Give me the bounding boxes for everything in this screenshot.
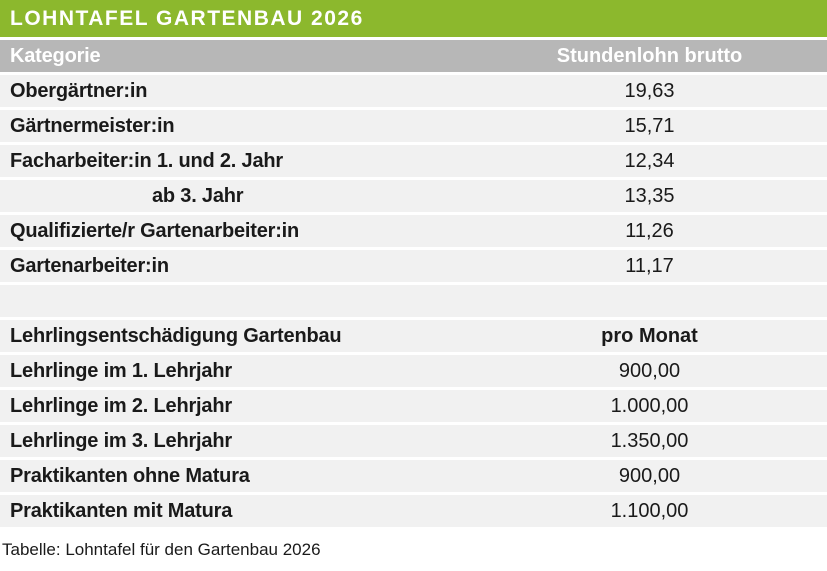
row-value: 900,00 bbox=[618, 464, 681, 487]
table-caption: Tabelle: Lohntafel für den Gartenbau 202… bbox=[2, 540, 321, 559]
row-label: Lehrlinge im 2. Lehrjahr bbox=[10, 394, 232, 417]
column-header-value: Stundenlohn brutto bbox=[556, 44, 743, 67]
row-label: Praktikanten ohne Matura bbox=[10, 464, 250, 487]
table-row-indented: ab 3. Jahr 13,35 bbox=[0, 180, 827, 212]
row-label: Praktikanten mit Matura bbox=[10, 499, 233, 522]
row-value: 11,26 bbox=[625, 219, 674, 242]
table-row: Qualifizierte/r Gartenarbeiter:in 11,26 bbox=[0, 215, 827, 247]
column-header-category: Kategorie bbox=[10, 44, 101, 67]
row-label: Obergärtner:in bbox=[10, 79, 148, 102]
row-value: 1.350,00 bbox=[610, 429, 689, 452]
row-value: 1.100,00 bbox=[610, 499, 689, 522]
row-value: 13,35 bbox=[624, 184, 675, 207]
row-value: 1.000,00 bbox=[610, 394, 689, 417]
row-label: Lehrlinge im 1. Lehrjahr bbox=[10, 359, 232, 382]
table-row: Lehrlinge im 2. Lehrjahr 1.000,00 bbox=[0, 390, 827, 422]
table-row: Lehrlinge im 1. Lehrjahr 900,00 bbox=[0, 355, 827, 387]
row-value: 900,00 bbox=[618, 359, 681, 382]
table-row: Obergärtner:in 19,63 bbox=[0, 75, 827, 107]
table-row: Facharbeiter:in 1. und 2. Jahr 12,34 bbox=[0, 145, 827, 177]
row-value: 11,17 bbox=[625, 254, 674, 277]
row-label: Gärtnermeister:in bbox=[10, 114, 175, 137]
table-row-subheader: Lehrlingsentschädigung Gartenbau pro Mon… bbox=[0, 320, 827, 352]
row-label: ab 3. Jahr bbox=[152, 184, 244, 207]
row-label: Lehrlinge im 3. Lehrjahr bbox=[10, 429, 232, 452]
table-row: Praktikanten ohne Matura 900,00 bbox=[0, 460, 827, 492]
row-value: 19,63 bbox=[624, 79, 675, 102]
table-title-bar: LOHNTAFEL GARTENBAU 2026 bbox=[0, 0, 827, 37]
page-title: LOHNTAFEL GARTENBAU 2026 bbox=[10, 6, 364, 30]
table-row: Gärtnermeister:in 15,71 bbox=[0, 110, 827, 142]
row-label: Gartenarbeiter:in bbox=[10, 254, 169, 277]
row-label: Qualifizierte/r Gartenarbeiter:in bbox=[10, 219, 300, 242]
table-row: Gartenarbeiter:in 11,17 bbox=[0, 250, 827, 282]
table-row-spacer bbox=[0, 285, 827, 317]
row-value: 15,71 bbox=[624, 114, 675, 137]
row-value: pro Monat bbox=[601, 324, 698, 347]
table-row: Praktikanten mit Matura 1.100,00 bbox=[0, 495, 827, 527]
table-row: Lehrlinge im 3. Lehrjahr 1.350,00 bbox=[0, 425, 827, 457]
row-label: Lehrlingsentschädigung Gartenbau bbox=[10, 324, 342, 347]
row-value: 12,34 bbox=[624, 149, 675, 172]
column-header-row: Kategorie Stundenlohn brutto bbox=[0, 40, 827, 72]
row-label: Facharbeiter:in 1. und 2. Jahr bbox=[10, 149, 283, 172]
